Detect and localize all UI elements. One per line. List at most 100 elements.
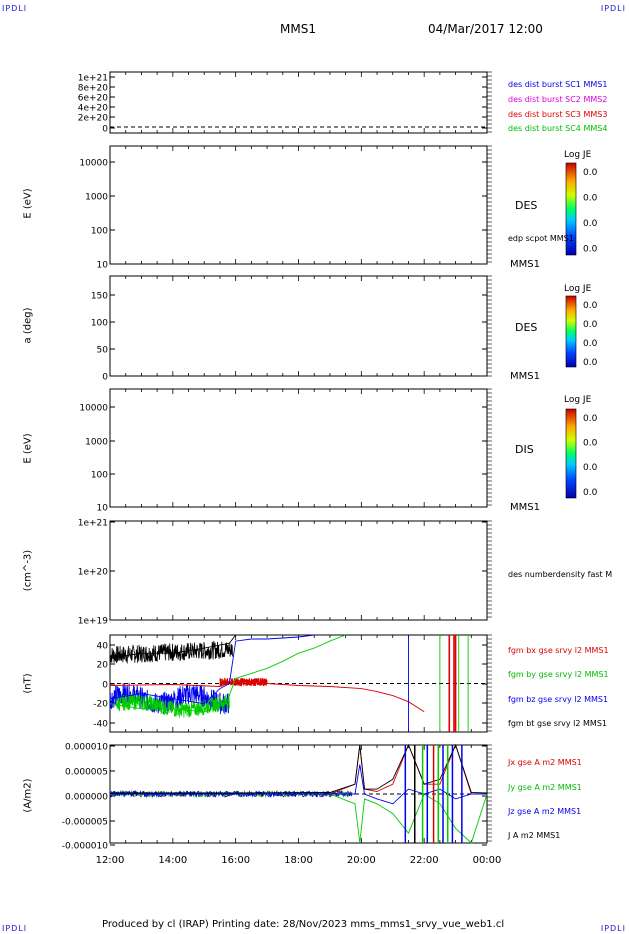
p6-bx-noise [219, 677, 268, 688]
p2-sc-label: MMS1 [510, 259, 540, 270]
p6-series-0 [109, 680, 425, 713]
p5-label: des numberdensity fast M [508, 570, 613, 579]
p3-ytick-label: 150 [91, 292, 108, 302]
p7-legend-jx: Jx gse A m2 MMS1 [508, 758, 582, 767]
p5-ytick-label: 1e+21 [78, 519, 108, 529]
p5-ytick-label: 1e+19 [78, 617, 109, 627]
p2-cbar-tick: 0.0 [583, 219, 598, 229]
p2-ytick-label: 10000 [79, 159, 108, 169]
x-tick-label: 14:00 [158, 855, 187, 866]
p2-cbar-tick: 0.0 [583, 168, 598, 178]
corner-label-top-right: IPDLI [600, 4, 626, 13]
p6-series-1 [109, 634, 346, 713]
panel4-ylabel: E (eV) [22, 433, 34, 464]
p6-ytick-label: -40 [93, 720, 108, 730]
p2-cbar-tick: 0.0 [583, 194, 598, 204]
p6-series-2 [109, 634, 315, 705]
p5-frame [109, 520, 488, 621]
p2-ytick-label: 100 [91, 227, 108, 237]
p4-ytick-label: 10000 [79, 404, 108, 414]
date-title: 04/Mar/2017 12:00 [428, 22, 543, 36]
p3-sc-label: MMS1 [510, 371, 540, 382]
p6-legend-bz: fgm bz gse srvy l2 MMS1 [508, 695, 609, 704]
p4-ytick-label: 100 [91, 471, 108, 481]
p2-cbar-tick: 0.0 [583, 245, 598, 255]
x-tick-label: 12:00 [96, 855, 125, 866]
p4-species: DIS [515, 443, 534, 456]
panel7-ylabel: (A/m2) [22, 778, 34, 813]
p1-ytick-label: 8e+20 [78, 84, 109, 94]
p4-cbar-title: Log JE [564, 395, 592, 405]
p4-sc-label: MMS1 [510, 502, 540, 513]
corner-label-bottom-left: IPDLI [2, 924, 28, 933]
p1-ytick-label: 2e+20 [78, 114, 109, 124]
p7-legend-jy: Jy gse A m2 MMS1 [508, 783, 582, 792]
p7-legend-j: J A m2 MMS1 [508, 831, 561, 840]
p2-extra: edp scpot MMS1 [508, 234, 574, 243]
p1-legend-sc1: des dist burst SC1 MMS1 [508, 80, 608, 89]
p7-series-3 [110, 743, 488, 794]
p4-ytick-label: 10 [97, 504, 109, 514]
p2-cbar-title: Log JE [564, 150, 592, 160]
p6-legend-bx: fgm bx gse srvy l2 MMS1 [508, 646, 609, 655]
p3-cbar-tick: 0.0 [583, 358, 598, 368]
p3-ytick-label: 0 [102, 373, 108, 383]
p1-ytick-label: 0 [102, 125, 108, 135]
p7-series-0 [110, 743, 487, 795]
p7-ytick-label: -0.000005 [62, 818, 108, 828]
p3-cbar-tick: 0.0 [583, 339, 598, 349]
p2-ytick-label: 1000 [85, 193, 108, 203]
p7-ytick-label: 0.000005 [65, 768, 108, 778]
p2-species: DES [515, 199, 538, 212]
p4-cbar-tick: 0.0 [583, 488, 598, 498]
spacecraft-title: MMS1 [280, 22, 316, 36]
p6-ytick-label: -20 [93, 700, 108, 710]
p3-ytick-label: 50 [97, 346, 109, 356]
p1-legend-sc4: des dist burst SC4 MMS4 [508, 124, 608, 133]
p3-cbar-title: Log JE [564, 284, 592, 294]
p1-ytick-label: 6e+20 [78, 94, 109, 104]
p6-ytick-label: 40 [97, 642, 109, 652]
p5-ytick-label: 1e+20 [78, 568, 109, 578]
p2-colorbar [565, 162, 577, 256]
p1-ytick-label: 4e+20 [78, 104, 109, 114]
p2-ytick-label: 10 [97, 261, 109, 271]
p7-series-1 [110, 793, 488, 844]
panel3-ylabel: a (deg) [22, 307, 34, 344]
p7-ytick-label: -0.000010 [62, 842, 108, 852]
p3-frame [109, 275, 488, 377]
corner-label-top-left: IPDLI [2, 4, 28, 13]
p6-by-noise [115, 693, 230, 718]
p1-ytick-label: 1e+21 [78, 74, 108, 84]
x-tick-label: 22:00 [410, 855, 439, 866]
p3-cbar-tick: 0.0 [583, 320, 598, 330]
p2-frame [109, 145, 488, 265]
panel5-ylabel: (cm^-3) [22, 549, 34, 592]
p3-cbar-tick: 0.0 [583, 301, 598, 311]
p4-frame [109, 388, 488, 508]
p4-cbar-tick: 0.0 [583, 439, 598, 449]
p6-ytick-label: 20 [97, 661, 109, 671]
panel6-ylabel: (nT) [22, 673, 34, 694]
p6-legend-bt: fgm bt gse srvy l2 MMS1 [508, 719, 607, 728]
p1-legend-sc3: des dist burst SC3 MMS3 [508, 110, 608, 119]
p3-species: DES [515, 321, 538, 334]
corner-label-bottom-right: IPDLI [600, 924, 626, 933]
p3-colorbar [565, 295, 577, 368]
p3-ytick-label: 100 [91, 319, 108, 329]
x-tick-label: 00:00 [473, 855, 502, 866]
p6-ytick-label: 0 [102, 681, 108, 691]
p4-cbar-tick: 0.0 [583, 414, 598, 424]
x-tick-label: 16:00 [221, 855, 250, 866]
p6-legend-by: fgm by gse srvy l2 MMS1 [508, 670, 609, 679]
p4-ytick-label: 1000 [85, 438, 108, 448]
p7-legend-jz: Jz gse A m2 MMS1 [508, 807, 582, 816]
p7-ytick-label: 0.000010 [65, 743, 108, 753]
p6-series-3 [109, 634, 299, 659]
x-tick-label: 20:00 [347, 855, 376, 866]
p1-legend-sc2: des dist burst SC2 MMS2 [508, 95, 608, 104]
footer-credit: Produced by cl (IRAP) Printing date: 28/… [102, 919, 505, 930]
panel2-ylabel: E (eV) [22, 188, 34, 219]
x-tick-label: 18:00 [284, 855, 313, 866]
